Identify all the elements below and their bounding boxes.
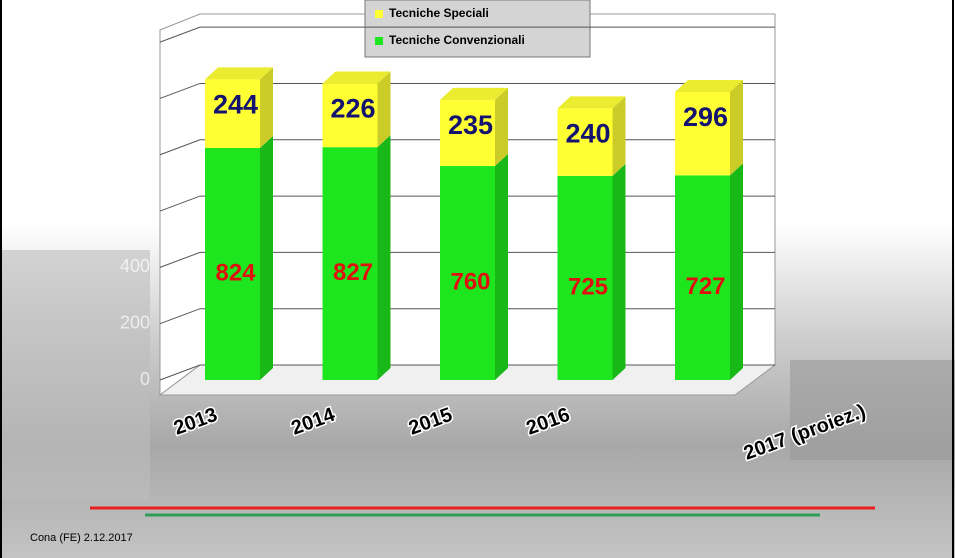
grid-line <box>159 26 775 43</box>
grid-line <box>159 82 775 99</box>
bar-side <box>730 163 743 380</box>
bar-top <box>322 71 391 84</box>
bar-top <box>205 67 273 80</box>
bar-front <box>440 166 495 380</box>
value-label: 240 <box>565 118 610 148</box>
value-label: 226 <box>330 94 375 124</box>
bar-front <box>205 79 260 149</box>
building-right <box>790 360 955 460</box>
bar-front <box>440 99 495 167</box>
bar-top <box>557 96 626 109</box>
y-tick-label: 600 <box>120 200 150 220</box>
value-label: 296 <box>683 102 728 132</box>
legend-swatch <box>375 10 383 18</box>
bar-top <box>440 87 508 100</box>
value-label: 827 <box>333 259 373 286</box>
value-label: 727 <box>685 273 725 300</box>
value-label: 760 <box>450 268 490 295</box>
bar-front <box>675 91 730 176</box>
bar-front <box>205 148 260 380</box>
legend <box>364 0 591 58</box>
value-label: 244 <box>213 89 258 119</box>
bar-top <box>675 79 743 92</box>
value-label: 235 <box>448 110 493 140</box>
bar-side <box>377 71 391 148</box>
value-label: 725 <box>568 273 608 300</box>
y-tick-label: 1000 <box>110 87 150 107</box>
y-tick-label: 400 <box>120 256 150 276</box>
bar-front <box>675 175 730 380</box>
bar-front <box>322 147 378 380</box>
y-tick-label: 0 <box>140 369 150 389</box>
y-tick-label: 200 <box>120 312 150 332</box>
bar-front <box>557 175 613 380</box>
value-label: 824 <box>215 259 256 286</box>
building-left <box>0 250 150 500</box>
bar-side <box>260 136 273 380</box>
bar-side <box>260 67 273 149</box>
bar-side <box>730 79 743 176</box>
bar-front <box>557 108 613 176</box>
y-tick-label: 1200 <box>110 31 150 51</box>
legend-label: Tecniche Speciali <box>389 6 489 20</box>
bar-side <box>612 96 626 176</box>
bar-side <box>612 163 626 380</box>
legend-swatch <box>375 37 383 45</box>
y-tick-label: 800 <box>120 144 150 164</box>
bar-side <box>377 135 391 380</box>
legend-label: Tecniche Convenzionali <box>389 33 525 47</box>
bar-front <box>322 83 378 148</box>
footer: Cona (FE) 2.12.2017 <box>30 532 133 544</box>
bar-side <box>495 154 508 380</box>
bar-side <box>495 87 508 167</box>
